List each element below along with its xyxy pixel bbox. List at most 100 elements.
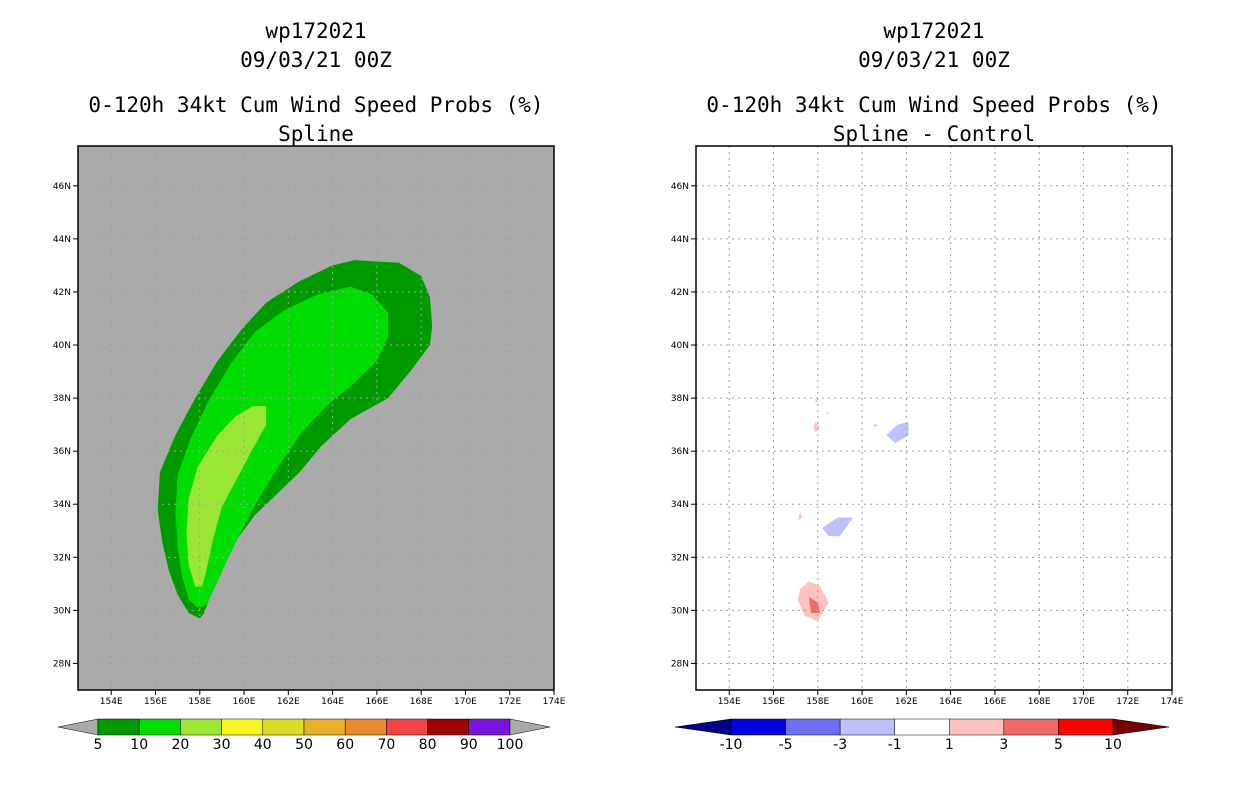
right-y-tick-label: 28N <box>671 659 689 669</box>
left-colorbar-swatch <box>386 718 428 736</box>
right-y-tick-label: 44N <box>671 235 689 245</box>
right-contour--3to-1 <box>873 424 878 428</box>
right-colorbar-label: 3 <box>999 737 1008 753</box>
right-contour-1-3 <box>813 422 820 433</box>
right-colorbar: -10 -5 -3 -1 1 3 5 10 <box>674 718 1170 753</box>
right-x-tick-label: 164E <box>939 697 962 707</box>
left-colorbar-label: 100 <box>497 737 524 753</box>
right-contour--3to-1 <box>822 517 854 537</box>
left-colorbar-extend-low <box>57 718 99 736</box>
left-panel-title: wp172021 09/03/21 00Z 0-120h 34kt Cum Wi… <box>78 17 554 149</box>
right-map-panel: 154E 156E 158E 160E 162E 164E 166E 168E 170E 172E… <box>671 145 1184 707</box>
left-y-tick-label: 40N <box>53 341 71 351</box>
left-colorbar-label: 40 <box>254 737 272 753</box>
left-y-tick-label: 30N <box>53 606 71 616</box>
right-contour-1-3 <box>815 398 818 404</box>
left-colorbar-label: 10 <box>130 737 148 753</box>
left-x-tick-label: 162E <box>277 697 300 707</box>
right-colorbar-label: -10 <box>720 737 743 753</box>
left-colorbar-swatch <box>427 718 470 736</box>
left-colorbar-swatch <box>344 718 387 736</box>
left-title-method: Spline <box>278 122 354 146</box>
left-title-date: 09/03/21 00Z <box>240 48 392 72</box>
right-contour-3-5 <box>808 597 820 613</box>
left-colorbar-swatch <box>138 718 181 736</box>
right-x-tick-label: 174E <box>1161 697 1184 707</box>
right-x-tick-label: 172E <box>1116 697 1139 707</box>
left-y-tick-label: 28N <box>53 659 71 669</box>
left-y-tick-label: 32N <box>53 553 71 563</box>
left-y-tick-label: 46N <box>53 182 71 192</box>
right-title-date: 09/03/21 00Z <box>858 48 1010 72</box>
left-colorbar-label: 70 <box>377 737 395 753</box>
right-colorbar-label: -5 <box>779 737 793 753</box>
left-plot-frame <box>77 145 555 691</box>
left-colorbar-swatch <box>97 718 140 736</box>
left-x-tick-label: 172E <box>498 697 521 707</box>
right-colorbar-swatch <box>894 718 950 736</box>
right-colorbar-swatch <box>1058 718 1114 736</box>
left-x-tick-label: 168E <box>410 697 433 707</box>
left-colorbar-swatch <box>303 718 346 736</box>
left-colorbar-label: 5 <box>94 737 103 753</box>
right-x-tick-label: 168E <box>1028 697 1051 707</box>
right-colorbar-extend-high <box>1112 718 1170 736</box>
right-x-tick-label: 166E <box>983 697 1006 707</box>
left-y-tick-label: 34N <box>53 500 71 510</box>
left-colorbar: 5 10 20 30 40 50 60 70 80 90 100 <box>57 718 551 753</box>
right-y-tick-label: 36N <box>671 447 689 457</box>
right-contour--3to-1 <box>886 422 909 444</box>
left-colorbar-label: 80 <box>419 737 437 753</box>
left-map-panel: 154E 156E 158E 160E 162E 164E 166E 168E 170E 172E… <box>53 145 566 707</box>
left-x-tick-label: 158E <box>188 697 211 707</box>
right-y-tick-label: 32N <box>671 553 689 563</box>
right-colorbar-swatch <box>1003 718 1059 736</box>
right-y-tick-label: 40N <box>671 341 689 351</box>
right-x-tick-label: 154E <box>718 697 741 707</box>
right-colorbar-extend-low <box>674 718 732 736</box>
right-x-tick-label: 162E <box>895 697 918 707</box>
left-y-tick-label: 38N <box>53 394 71 404</box>
right-y-tick-label: 46N <box>671 182 689 192</box>
right-title-storm-id: wp172021 <box>883 19 985 43</box>
left-x-tick-label: 170E <box>454 697 477 707</box>
left-colorbar-label: 30 <box>213 737 231 753</box>
right-x-tick-label: 160E <box>851 697 874 707</box>
right-y-tick-label: 38N <box>671 394 689 404</box>
right-contour-1-3 <box>797 512 803 521</box>
right-panel-title: wp172021 09/03/21 00Z 0-120h 34kt Cum Wi… <box>696 17 1172 149</box>
left-x-tick-label: 156E <box>144 697 167 707</box>
right-colorbar-swatch <box>949 718 1005 736</box>
left-colorbar-swatch <box>180 718 222 736</box>
left-title-variable: 0-120h 34kt Cum Wind Speed Probs (%) <box>88 93 544 117</box>
right-plot-background <box>696 146 1172 690</box>
right-y-tick-label: 34N <box>671 500 689 510</box>
left-colorbar-label: 90 <box>460 737 478 753</box>
left-contour-10-20 <box>175 286 388 608</box>
right-contour-1-3 <box>826 411 829 414</box>
right-colorbar-label: 10 <box>1104 737 1122 753</box>
left-colorbar-swatch <box>262 718 305 736</box>
left-x-tick-label: 164E <box>321 697 344 707</box>
left-x-tick-label: 166E <box>365 697 388 707</box>
left-x-tick-label: 174E <box>543 697 566 707</box>
right-colorbar-label: -3 <box>833 737 847 753</box>
right-x-tick-label: 158E <box>806 697 829 707</box>
right-y-tick-label: 42N <box>671 288 689 298</box>
left-colorbar-swatch <box>468 718 511 736</box>
left-colorbar-label: 50 <box>295 737 313 753</box>
right-x-tick-label: 156E <box>762 697 785 707</box>
right-colorbar-label: 5 <box>1054 737 1063 753</box>
right-title-method: Spline - Control <box>832 122 1036 146</box>
right-y-tick-label: 30N <box>671 606 689 616</box>
left-y-tick-label: 42N <box>53 288 71 298</box>
right-colorbar-swatch <box>785 718 841 736</box>
left-colorbar-extend-high <box>509 718 551 736</box>
right-colorbar-label: 1 <box>945 737 954 753</box>
left-colorbar-label: 60 <box>336 737 354 753</box>
left-colorbar-label: 20 <box>171 737 189 753</box>
right-plot-frame <box>695 145 1173 691</box>
right-colorbar-swatch <box>839 718 895 736</box>
right-colorbar-swatch <box>730 718 786 736</box>
